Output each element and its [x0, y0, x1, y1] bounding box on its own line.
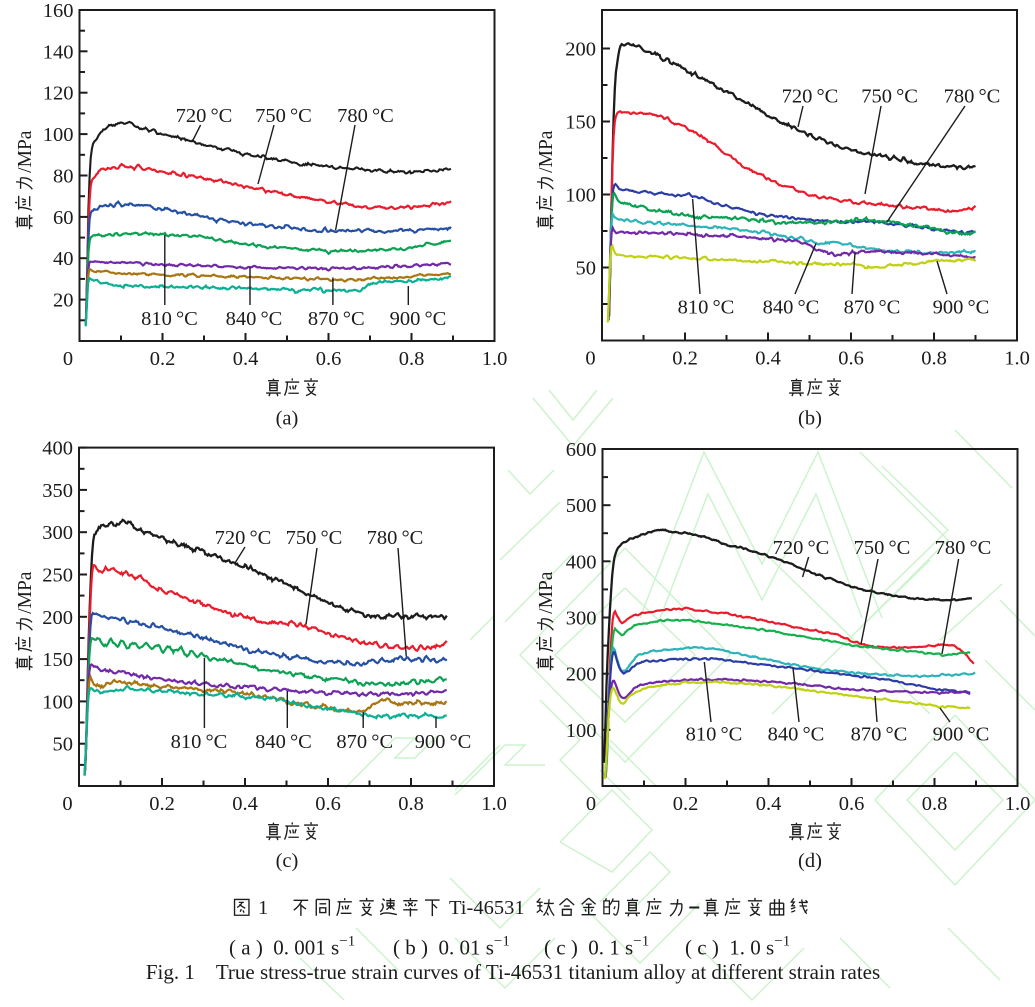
svg-text:810 °C: 810 °C — [678, 297, 735, 319]
svg-text:1.0: 1.0 — [482, 348, 508, 370]
svg-text:0: 0 — [63, 348, 73, 370]
svg-text:720 °C: 720 °C — [773, 537, 830, 559]
svg-text:870 °C: 870 °C — [336, 731, 393, 753]
svg-text:870 °C: 870 °C — [844, 297, 901, 319]
svg-text:840 °C: 840 °C — [226, 308, 283, 330]
svg-text:( b ) 0. 01 s−1: ( b ) 0. 01 s−1 — [393, 934, 510, 960]
svg-text:(c): (c) — [276, 850, 299, 872]
svg-text:/MPa: /MPa — [536, 130, 557, 173]
svg-text:0.6: 0.6 — [838, 348, 864, 370]
svg-text:0.8: 0.8 — [399, 348, 425, 370]
svg-text:750 °C: 750 °C — [255, 105, 312, 127]
svg-text:0.4: 0.4 — [232, 793, 258, 815]
svg-text:200: 200 — [565, 39, 596, 61]
svg-text:160: 160 — [43, 0, 74, 22]
svg-text:0.6: 0.6 — [316, 348, 342, 370]
svg-text:0: 0 — [586, 793, 596, 815]
svg-text:Ti-46531: Ti-46531 — [449, 897, 525, 919]
svg-text:300: 300 — [42, 522, 73, 544]
svg-text:/MPa: /MPa — [536, 571, 557, 614]
svg-text:( a ) 0. 001 s−1: ( a ) 0. 001 s−1 — [229, 934, 355, 960]
svg-text:870 °C: 870 °C — [308, 308, 365, 330]
svg-text:720 °C: 720 °C — [176, 105, 233, 127]
svg-text:840 °C: 840 °C — [763, 297, 820, 319]
svg-text:810 °C: 810 °C — [686, 724, 743, 746]
svg-text:40: 40 — [53, 248, 74, 270]
svg-text:780 °C: 780 °C — [935, 537, 992, 559]
svg-text:200: 200 — [42, 607, 73, 629]
svg-text:300: 300 — [566, 608, 597, 630]
svg-text:750 °C: 750 °C — [854, 537, 911, 559]
svg-text:0.6: 0.6 — [839, 793, 865, 815]
svg-text:1.0: 1.0 — [481, 793, 507, 815]
svg-text:600: 600 — [566, 439, 597, 461]
svg-text:0.8: 0.8 — [922, 793, 948, 815]
svg-text:0.4: 0.4 — [756, 793, 782, 815]
svg-text:( c ) 1. 0 s−1: ( c ) 1. 0 s−1 — [685, 934, 790, 960]
svg-text:60: 60 — [53, 207, 74, 229]
svg-text:100: 100 — [566, 720, 597, 742]
svg-text:20: 20 — [53, 290, 74, 312]
svg-text:350: 350 — [42, 480, 73, 502]
svg-text:0.2: 0.2 — [672, 348, 698, 370]
svg-text:0.8: 0.8 — [921, 348, 947, 370]
svg-text:0.2: 0.2 — [673, 793, 699, 815]
svg-text:(d): (d) — [798, 850, 822, 872]
svg-text:900 °C: 900 °C — [933, 297, 990, 319]
svg-text:250: 250 — [42, 565, 73, 587]
svg-text:0.6: 0.6 — [315, 793, 341, 815]
svg-text:720 °C: 720 °C — [782, 86, 839, 108]
svg-text:900 °C: 900 °C — [390, 308, 447, 330]
svg-text:0: 0 — [585, 348, 595, 370]
svg-text:900 °C: 900 °C — [415, 731, 472, 753]
svg-text:0.4: 0.4 — [233, 348, 259, 370]
svg-text:780 °C: 780 °C — [944, 86, 1001, 108]
svg-text:840 °C: 840 °C — [255, 731, 312, 753]
svg-text:1.0: 1.0 — [1005, 793, 1031, 815]
svg-text:140: 140 — [43, 41, 74, 63]
svg-text:1: 1 — [258, 897, 268, 919]
svg-text:120: 120 — [43, 83, 74, 105]
svg-text:810 °C: 810 °C — [171, 731, 228, 753]
svg-text:50: 50 — [53, 734, 74, 756]
svg-text:840 °C: 840 °C — [768, 724, 825, 746]
svg-text:100: 100 — [43, 124, 74, 146]
svg-text:( c ) 0. 1 s−1: ( c ) 0. 1 s−1 — [544, 934, 649, 960]
svg-text:100: 100 — [42, 691, 73, 713]
svg-text:/MPa: /MPa — [15, 571, 36, 614]
svg-text:0.4: 0.4 — [755, 348, 781, 370]
svg-text:(a): (a) — [276, 408, 299, 430]
svg-text:150: 150 — [565, 112, 596, 134]
svg-text:780 °C: 780 °C — [337, 105, 394, 127]
svg-text:900 °C: 900 °C — [933, 724, 990, 746]
svg-text:500: 500 — [566, 495, 597, 517]
svg-text:100: 100 — [565, 185, 596, 207]
svg-text:0.8: 0.8 — [398, 793, 424, 815]
svg-text:(b): (b) — [798, 408, 822, 430]
svg-text:1.0: 1.0 — [1004, 348, 1030, 370]
svg-text:200: 200 — [566, 664, 597, 686]
svg-text:750 °C: 750 °C — [861, 86, 918, 108]
svg-text:/MPa: /MPa — [15, 130, 36, 173]
svg-text:0.2: 0.2 — [150, 348, 176, 370]
svg-text:0.2: 0.2 — [149, 793, 175, 815]
svg-text:400: 400 — [42, 438, 73, 460]
svg-text:780 °C: 780 °C — [367, 527, 424, 549]
svg-text:400: 400 — [566, 551, 597, 573]
svg-text:870 °C: 870 °C — [851, 724, 908, 746]
svg-text:150: 150 — [42, 649, 73, 671]
svg-text:0: 0 — [62, 793, 72, 815]
svg-text:50: 50 — [576, 258, 597, 280]
svg-text:750 °C: 750 °C — [286, 527, 343, 549]
svg-text:720 °C: 720 °C — [215, 527, 272, 549]
svg-text:Fig. 1 True stress-true strain: Fig. 1 True stress-true strain curves of… — [146, 960, 880, 984]
svg-text:80: 80 — [53, 166, 74, 188]
svg-text:810 °C: 810 °C — [141, 308, 198, 330]
